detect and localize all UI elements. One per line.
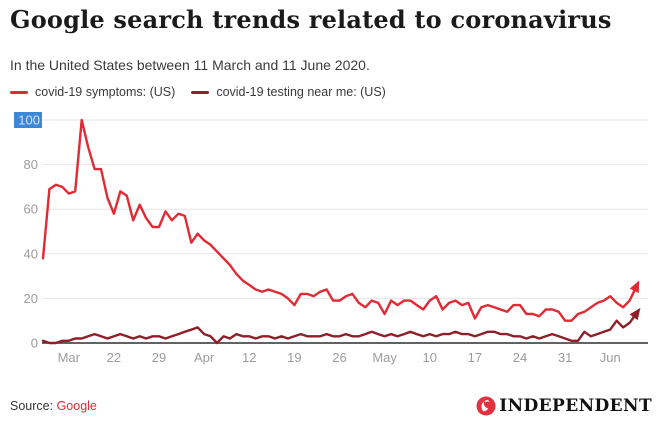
independent-logo[interactable]: INDEPENDENT — [476, 396, 652, 416]
x-axis-label: 19 — [287, 350, 301, 365]
y-axis-label: 0 — [31, 336, 38, 351]
x-axis-label: 26 — [332, 350, 346, 365]
y-axis-label-100: 100 — [18, 113, 40, 128]
legend-label-testing: covid-19 testing near me: (US) — [216, 85, 386, 99]
chart-title: Google search trends related to coronavi… — [10, 5, 612, 34]
source-label: Source: — [10, 399, 54, 413]
series-line-0 — [41, 118, 638, 322]
x-axis-label: Jun — [600, 350, 621, 365]
x-axis-label: May — [372, 350, 397, 365]
y-axis-label: 60 — [24, 202, 38, 217]
legend-item-symptoms: covid-19 symptoms: (US) — [10, 85, 175, 99]
x-axis-label: 29 — [152, 350, 166, 365]
x-axis-label: Mar — [58, 350, 81, 365]
trend-line-chart: 0 20 40 60 80 100 Mar 22 29 Apr 12 19 26 May 10 17 24 31 J… — [14, 112, 648, 365]
x-axis-label: 17 — [468, 350, 482, 365]
legend-item-testing: covid-19 testing near me: (US) — [191, 85, 386, 99]
y-axis-label: 40 — [24, 246, 38, 261]
y-axis-label: 20 — [24, 291, 38, 306]
series-line-1 — [41, 312, 638, 345]
x-axis-label: 12 — [242, 350, 256, 365]
x-axis-label: 24 — [513, 350, 527, 365]
chart-subtitle: In the United States between 11 March an… — [10, 57, 370, 73]
legend-swatch-bright-red — [10, 90, 28, 94]
source-link[interactable]: Google — [56, 399, 97, 413]
y-axis-label: 80 — [24, 157, 38, 172]
x-axis-label: Apr — [194, 350, 215, 365]
independent-eagle-icon — [476, 396, 496, 416]
x-axis-label: 10 — [423, 350, 437, 365]
legend: covid-19 symptoms: (US) covid-19 testing… — [10, 85, 386, 99]
chart-footer: Source: Google INDEPENDENT — [10, 394, 652, 418]
trend-arrow-1 — [629, 307, 641, 321]
trend-arrow-0 — [629, 280, 640, 294]
y-label-selection-highlight — [14, 112, 42, 128]
brand-wordmark: INDEPENDENT — [499, 396, 652, 416]
x-axis-label: 31 — [558, 350, 572, 365]
x-axis-label: 22 — [107, 350, 121, 365]
legend-label-symptoms: covid-19 symptoms: (US) — [35, 85, 176, 99]
source-note: Source: Google — [10, 399, 97, 413]
legend-swatch-dark-red — [191, 90, 210, 94]
